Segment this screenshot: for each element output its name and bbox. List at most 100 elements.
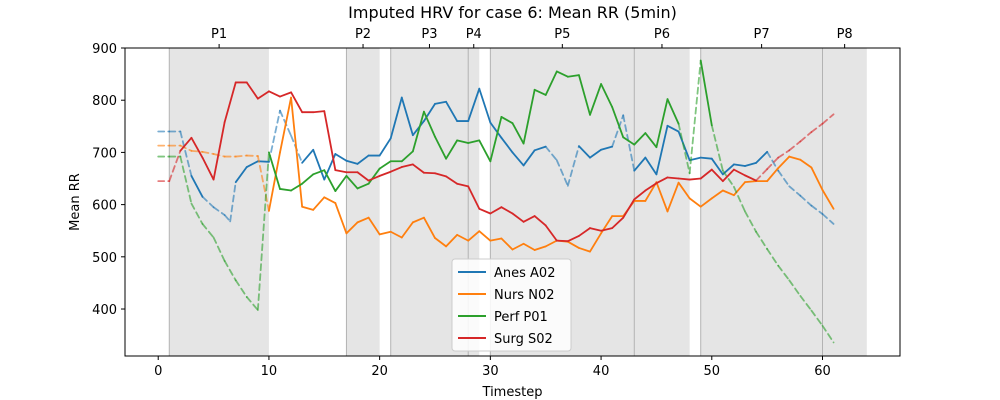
series-segment (655, 124, 669, 176)
series-segment (245, 154, 259, 157)
series-segment (533, 88, 547, 96)
series-segment (533, 245, 547, 251)
series-segment (600, 227, 614, 232)
series-segment (644, 156, 658, 176)
series-segment (633, 156, 647, 172)
series-segment (312, 148, 326, 181)
series-segment (411, 163, 425, 174)
series-segment (445, 139, 459, 160)
series-segment (578, 247, 591, 253)
x-tick-label: 10 (261, 364, 278, 379)
series-segment (234, 154, 248, 158)
series-segment (245, 160, 259, 168)
series-segment (445, 175, 459, 185)
series-segment (234, 279, 248, 298)
series-segment (201, 223, 215, 239)
series-segment (766, 156, 780, 171)
series-segment (699, 168, 713, 180)
series-segment (367, 174, 381, 182)
series-segment (312, 110, 326, 114)
series-segment (190, 136, 204, 159)
series-segment (755, 230, 769, 250)
phase-label-6: P6 (654, 27, 670, 42)
series-segment (555, 70, 569, 78)
chart-title: Imputed HRV for case 6: Mean RR (5min) (348, 3, 677, 22)
series-segment (566, 74, 580, 78)
series-segment (467, 139, 481, 144)
series-segment (279, 91, 292, 98)
series-segment (578, 227, 591, 237)
series-segment (489, 121, 503, 139)
y-axis-title: Mean RR (68, 173, 83, 231)
series-segment (356, 182, 370, 190)
series-segment (622, 136, 636, 146)
series-segment (644, 182, 658, 192)
series-segment (688, 59, 702, 175)
phase-label-7: P7 (754, 27, 770, 42)
series-segment (755, 168, 769, 182)
series-segment (279, 96, 292, 154)
series-segment (633, 189, 647, 201)
series-segment (766, 248, 780, 267)
series-segment (212, 236, 226, 262)
phase-label-5: P5 (554, 27, 570, 42)
series-segment (467, 230, 481, 242)
series-segment (721, 168, 735, 183)
series-segment (367, 216, 381, 236)
series-segment (201, 156, 215, 181)
series-segment (622, 198, 636, 219)
series-segment (589, 227, 602, 232)
series-segment (168, 149, 182, 183)
series-segment (256, 155, 270, 212)
series-segment (566, 235, 580, 243)
series-segment (733, 168, 746, 177)
series-segment (544, 239, 558, 248)
series-segment (467, 185, 481, 210)
series-segment (356, 154, 370, 165)
series-segment (810, 204, 824, 215)
series-segment (821, 189, 835, 210)
series-segment (810, 122, 824, 133)
series-segment (334, 174, 348, 192)
series-segment (655, 98, 669, 149)
series-segment (677, 122, 691, 175)
series-segment (190, 149, 204, 153)
series-segment (777, 264, 791, 282)
series-segment (290, 182, 304, 192)
series-segment (378, 137, 392, 157)
phase-band-6 (634, 48, 690, 356)
series-segment (788, 140, 802, 152)
series-segment (268, 151, 281, 190)
series-segment (223, 260, 237, 282)
series-segment (179, 144, 193, 152)
series-segment (445, 100, 459, 122)
y-tick-label: 400 (92, 303, 117, 318)
series-segment (744, 174, 757, 182)
series-segment (688, 177, 702, 181)
series-segment (500, 116, 514, 125)
series-segment (489, 206, 503, 215)
series-segment (301, 148, 315, 164)
series-segment (500, 237, 514, 251)
phase-bands (168, 48, 867, 356)
series-segment (456, 182, 470, 188)
series-segment (179, 130, 193, 177)
series-segment (666, 176, 680, 180)
series-segment (578, 145, 591, 159)
series-segment (356, 171, 370, 182)
series-segment (699, 197, 713, 208)
series-segment (423, 171, 436, 175)
legend-label: Anes A02 (494, 266, 555, 281)
phase-band-4 (468, 48, 480, 356)
series-segment (744, 210, 757, 233)
series-perf-p01 (157, 59, 835, 344)
series-segment (544, 70, 558, 96)
series-segment (589, 83, 602, 116)
series-segment (589, 148, 602, 159)
phase-labels: P1 P2 P3 P4 P5 P6 P7 P8 (211, 27, 853, 48)
series-segment (677, 177, 691, 181)
series-segment (511, 242, 525, 251)
series-segment (201, 150, 215, 155)
series-segment (400, 163, 414, 168)
series-segment (544, 224, 558, 242)
